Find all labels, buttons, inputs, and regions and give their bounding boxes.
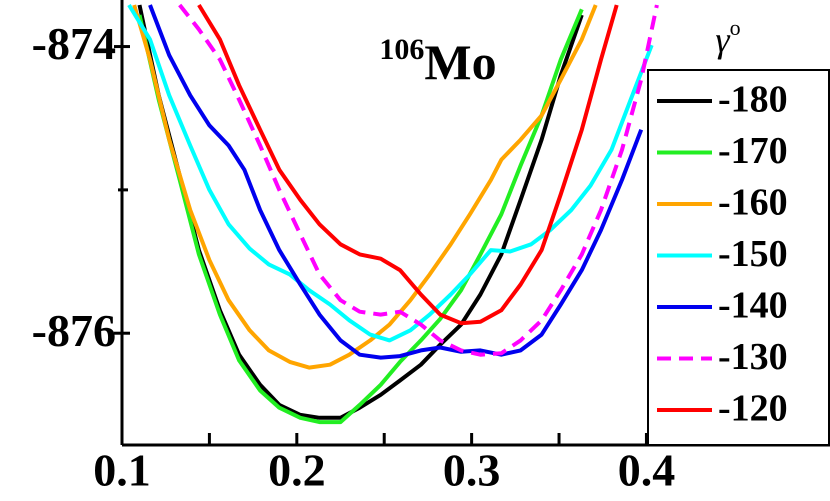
series-line	[127, 3, 654, 343]
series-line	[148, 4, 644, 360]
annotation: 106Mo	[379, 33, 496, 91]
legend-title: γo	[715, 15, 740, 60]
series-line	[197, 3, 619, 326]
legend-title-main: γ	[715, 20, 730, 60]
legend-label: -170	[718, 130, 788, 172]
legend-title-sup: o	[730, 15, 741, 40]
legend-label: -120	[718, 388, 788, 430]
x-tick-label: 0.3	[443, 445, 501, 496]
y-tick-label: -874	[32, 18, 116, 69]
legend-label: -160	[718, 182, 788, 224]
series-line	[137, 8, 584, 425]
y-tick-label: -876	[32, 305, 116, 356]
series-line	[132, 4, 598, 370]
legend-label: -130	[718, 336, 788, 378]
x-tick-label: 0.4	[618, 445, 676, 496]
annotation-text: Mo	[424, 34, 496, 90]
plot-lines	[127, 3, 659, 425]
legend-label: -180	[718, 79, 788, 121]
series-line	[178, 3, 659, 357]
annotation-sup: 106	[379, 33, 424, 66]
legend-label: -150	[718, 233, 788, 275]
x-tick-label: 0.2	[268, 445, 326, 496]
legend-label: -140	[718, 285, 788, 327]
x-tick-label: 0.1	[93, 445, 151, 496]
